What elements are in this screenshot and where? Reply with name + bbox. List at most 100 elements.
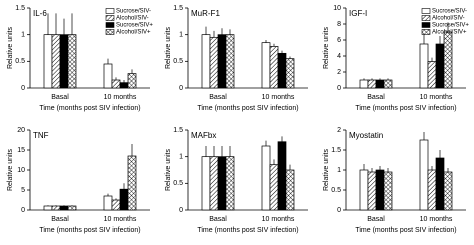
y-tick-label: 0 xyxy=(179,207,183,214)
bar xyxy=(103,195,113,211)
y-tick-label: 0 xyxy=(21,85,25,92)
y-tick-label: 1.5 xyxy=(173,5,183,12)
legend-label: Alcohol/SIV+ xyxy=(116,30,151,36)
bar xyxy=(285,169,295,211)
bar xyxy=(51,205,61,211)
y-tick-label: 1 xyxy=(337,167,341,174)
bar xyxy=(217,34,227,89)
bar xyxy=(359,169,369,211)
y-axis-label: Relative units xyxy=(323,26,330,69)
y-tick-label: 0 xyxy=(21,207,25,214)
bar xyxy=(59,205,69,211)
bar xyxy=(67,34,77,89)
y-tick-label: 8 xyxy=(337,21,341,28)
legend-swatch xyxy=(105,8,115,14)
x-tick-label: 10 months xyxy=(104,94,137,101)
bar xyxy=(103,63,113,89)
y-axis-label: Relative units xyxy=(7,26,14,69)
bar xyxy=(225,156,235,211)
bar xyxy=(209,156,219,211)
y-tick-label: 10 xyxy=(333,5,341,12)
y-tick-label: 0.5 xyxy=(331,187,341,194)
bar xyxy=(261,42,271,89)
legend-swatch xyxy=(421,22,431,28)
y-axis-label: Relative units xyxy=(165,26,172,69)
bar xyxy=(277,141,287,211)
y-tick-label: 2 xyxy=(337,127,341,134)
bar xyxy=(225,34,235,89)
bar xyxy=(435,43,445,89)
bar xyxy=(375,169,385,211)
x-tick-label: 10 months xyxy=(262,216,295,223)
bar xyxy=(209,36,219,89)
y-tick-label: 1.5 xyxy=(15,5,25,12)
y-tick-label: 10 xyxy=(17,167,25,174)
x-tick-label: Basal xyxy=(209,216,227,223)
legend-label: Sucrose/SIV- xyxy=(116,9,151,15)
bar xyxy=(427,61,437,89)
x-tick-label: Basal xyxy=(209,94,227,101)
x-axis-label: Time (months post SIV infection) xyxy=(197,227,298,234)
y-tick-label: 1 xyxy=(179,154,183,161)
x-axis-label: Time (months post SIV infection) xyxy=(39,227,140,234)
bar xyxy=(119,82,129,89)
x-axis-label: Time (months post SIV infection) xyxy=(197,105,298,112)
y-tick-label: 2 xyxy=(337,69,341,76)
y-tick-label: 1.5 xyxy=(331,147,341,154)
bar xyxy=(427,169,437,211)
legend-label: Alcohol/SIV+ xyxy=(432,30,467,36)
x-tick-label: Basal xyxy=(367,216,385,223)
y-tick-label: 0 xyxy=(179,85,183,92)
bar xyxy=(111,79,121,89)
legend-label: Alcohol/SIV- xyxy=(432,16,465,22)
bar xyxy=(367,171,377,211)
bar xyxy=(201,34,211,89)
y-tick-label: 15 xyxy=(17,147,25,154)
legend-swatch xyxy=(105,22,115,28)
bar xyxy=(51,34,61,89)
x-tick-label: 10 months xyxy=(420,94,453,101)
x-tick-label: 10 months xyxy=(420,216,453,223)
bar xyxy=(383,79,393,89)
bar xyxy=(43,205,53,211)
bar xyxy=(367,79,377,89)
bar xyxy=(419,139,429,211)
bar xyxy=(359,79,369,89)
x-tick-label: Basal xyxy=(367,94,385,101)
legend-swatch xyxy=(105,29,115,35)
y-axis-label: Relative units xyxy=(7,148,14,191)
chart-title: IGF-I xyxy=(349,9,367,18)
bar xyxy=(419,43,429,89)
x-tick-label: 10 months xyxy=(262,94,295,101)
x-tick-label: Basal xyxy=(51,216,69,223)
y-tick-label: 1.5 xyxy=(173,127,183,134)
y-tick-label: 0 xyxy=(337,85,341,92)
bar xyxy=(443,31,453,89)
y-tick-label: 5 xyxy=(21,187,25,194)
legend-swatch xyxy=(421,8,431,14)
y-tick-label: 1 xyxy=(179,32,183,39)
legend-swatch xyxy=(421,29,431,35)
legend-label: Alcohol/SIV- xyxy=(116,16,149,22)
bar xyxy=(59,34,69,89)
bar xyxy=(269,164,279,211)
bar xyxy=(261,145,271,211)
legend-label: Sucrose/SIV+ xyxy=(432,23,469,29)
chart-title: MuR-F1 xyxy=(191,9,220,18)
y-tick-label: 0 xyxy=(337,207,341,214)
bar xyxy=(201,156,211,211)
chart-title: TNF xyxy=(33,131,49,140)
bar xyxy=(67,205,77,211)
x-axis-label: Time (months post SIV infection) xyxy=(355,227,456,234)
bar xyxy=(111,199,121,211)
legend-swatch xyxy=(421,15,431,21)
y-tick-label: 0.5 xyxy=(173,180,183,187)
y-tick-label: 0.5 xyxy=(173,58,183,65)
y-axis-label: Relative units xyxy=(323,148,330,191)
y-tick-label: 0.5 xyxy=(15,58,25,65)
bar xyxy=(269,46,279,89)
x-axis-label: Time (months post SIV infection) xyxy=(39,105,140,112)
bar xyxy=(383,171,393,211)
bar xyxy=(127,73,137,89)
